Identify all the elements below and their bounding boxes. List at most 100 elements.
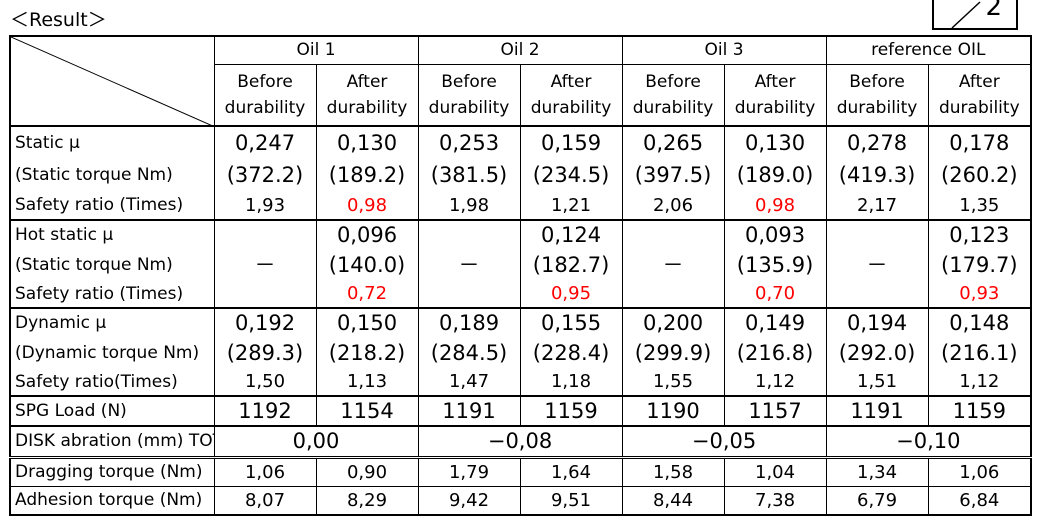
value-cell: 0,096	[315, 219, 419, 249]
row-label: SPG Load (N)	[9, 395, 215, 426]
value-cell: 0,189	[417, 307, 521, 337]
durability-label: durability	[836, 97, 918, 118]
value-cell: 1159	[927, 395, 1032, 426]
value-cell: 1,64	[519, 455, 623, 486]
durability-label: durability	[326, 97, 408, 118]
sub-header-after: After durability	[315, 64, 419, 126]
value-cell: 0,90	[315, 455, 419, 486]
value-cell-highlight: 0,98	[723, 191, 827, 220]
value-cell: 0,124	[519, 219, 623, 249]
hot-mu-row: Hot static μ － 0,096 － 0,124 － 0,093 － 0…	[9, 219, 1032, 308]
before-label: Before	[645, 71, 701, 92]
value-cell: (216.1)	[927, 337, 1032, 368]
row-label: DISK abration (mm) TOTAL	[9, 425, 215, 457]
value-cell: 1,98	[417, 191, 521, 220]
durability-label: durability	[428, 97, 510, 118]
row-label: Dynamic μ	[9, 307, 215, 337]
value-cell: (135.9)	[723, 249, 827, 280]
row-label: Adhesion torque (Nm)	[9, 485, 215, 515]
value-cell: 0,130	[315, 125, 419, 159]
durability-label: durability	[938, 97, 1020, 118]
row-label: Static μ	[9, 125, 215, 159]
value-cell: 1,21	[519, 191, 623, 220]
disk-row: DISK abration (mm) TOTAL 0,00 −0,08 −0,0…	[9, 425, 1032, 457]
value-cell: 9,51	[519, 485, 623, 515]
value-cell: 1154	[315, 395, 419, 426]
value-cell: 1,55	[621, 368, 725, 396]
adhesion-row: Adhesion torque (Nm) 8,07 8,29 9,42 9,51…	[9, 485, 1032, 515]
value-cell: (260.2)	[927, 159, 1032, 191]
static-torque-row: (Static torque Nm) (372.2) (189.2) (381.…	[9, 159, 1032, 191]
value-cell-highlight: 0,95	[519, 280, 623, 308]
group-header-reference: reference OIL	[825, 36, 1032, 65]
value-cell: 6,79	[825, 485, 929, 515]
before-label: Before	[441, 71, 497, 92]
after-label: After	[550, 71, 592, 92]
row-label: Safety ratio(Times)	[9, 368, 215, 396]
value-cell: 0,194	[825, 307, 929, 337]
value-cell: 8,07	[213, 485, 317, 515]
group-header-row: Oil 1 Oil 2 Oil 3 reference OIL	[9, 36, 1032, 126]
corner-cell	[9, 36, 215, 126]
before-label: Before	[849, 71, 905, 92]
static-safety-row: Safety ratio (Times) 1,93 0,98 1,98 1,21…	[9, 191, 1032, 220]
result-table: Oil 1 Oil 2 Oil 3 reference OIL Before du…	[9, 35, 1033, 516]
value-cell: 0,192	[213, 307, 317, 337]
value-cell: 0,155	[519, 307, 623, 337]
value-cell: 9,42	[417, 485, 521, 515]
page-number: 2	[985, 0, 1002, 22]
row-label: (Static torque Nm)	[9, 159, 215, 191]
after-label: After	[958, 71, 1000, 92]
value-cell: 0,178	[927, 125, 1032, 159]
value-cell-highlight: 0,98	[315, 191, 419, 220]
dyn-torque-row: (Dynamic torque Nm) (289.3) (218.2) (284…	[9, 337, 1032, 368]
static-mu-row: Static μ 0,247 0,130 0,253 0,159 0,265 0…	[9, 125, 1032, 159]
dragging-row: Dragging torque (Nm) 1,06 0,90 1,79 1,64…	[9, 455, 1032, 486]
spg-row: SPG Load (N) 1192 1154 1191 1159 1190 11…	[9, 395, 1032, 426]
value-cell: 1192	[213, 395, 317, 426]
value-cell: 1159	[519, 395, 623, 426]
dash-cell: －	[417, 219, 521, 308]
page-title: ＜Result＞	[10, 9, 107, 31]
value-cell: 0,148	[927, 307, 1032, 337]
sub-header-before: Before durability	[825, 64, 929, 126]
value-cell: 1,06	[213, 455, 317, 486]
sub-header-before: Before durability	[417, 64, 521, 126]
value-cell: 1,18	[519, 368, 623, 396]
sub-header-after: After durability	[927, 64, 1032, 126]
value-cell: (284.5)	[417, 337, 521, 368]
value-cell: (179.7)	[927, 249, 1032, 280]
value-cell: (218.2)	[315, 337, 419, 368]
before-label: Before	[237, 71, 293, 92]
value-cell: −0,08	[417, 425, 623, 457]
value-cell: 0,278	[825, 125, 929, 159]
durability-label: durability	[530, 97, 612, 118]
sub-header-before: Before durability	[213, 64, 317, 126]
value-cell: 0,149	[723, 307, 827, 337]
value-cell: 0,130	[723, 125, 827, 159]
durability-label: durability	[734, 97, 816, 118]
dash-cell: －	[825, 219, 929, 308]
value-cell-highlight: 0,72	[315, 280, 419, 308]
value-cell: 0,150	[315, 307, 419, 337]
value-cell: 1,12	[723, 368, 827, 396]
value-cell: 1,50	[213, 368, 317, 396]
row-label: (Static torque Nm)	[9, 249, 215, 280]
after-label: After	[346, 71, 388, 92]
dash-cell: －	[213, 219, 317, 308]
value-cell: 1,12	[927, 368, 1032, 396]
page-number-box: 2	[932, 0, 1018, 30]
value-cell: 1,93	[213, 191, 317, 220]
row-label: Hot static μ	[9, 219, 215, 249]
diagonal-slash-icon	[951, 1, 981, 29]
row-label: Safety ratio (Times)	[9, 191, 215, 220]
hot-torque-row: (Static torque Nm) (140.0) (182.7) (135.…	[9, 249, 1032, 280]
value-cell: (419.3)	[825, 159, 929, 191]
value-cell: 1191	[417, 395, 521, 426]
value-cell: (381.5)	[417, 159, 521, 191]
dash-cell: －	[621, 219, 725, 308]
sub-header-before: Before durability	[621, 64, 725, 126]
dyn-mu-row: Dynamic μ 0,192 0,150 0,189 0,155 0,200 …	[9, 307, 1032, 337]
row-label: (Dynamic torque Nm)	[9, 337, 215, 368]
value-cell: (228.4)	[519, 337, 623, 368]
